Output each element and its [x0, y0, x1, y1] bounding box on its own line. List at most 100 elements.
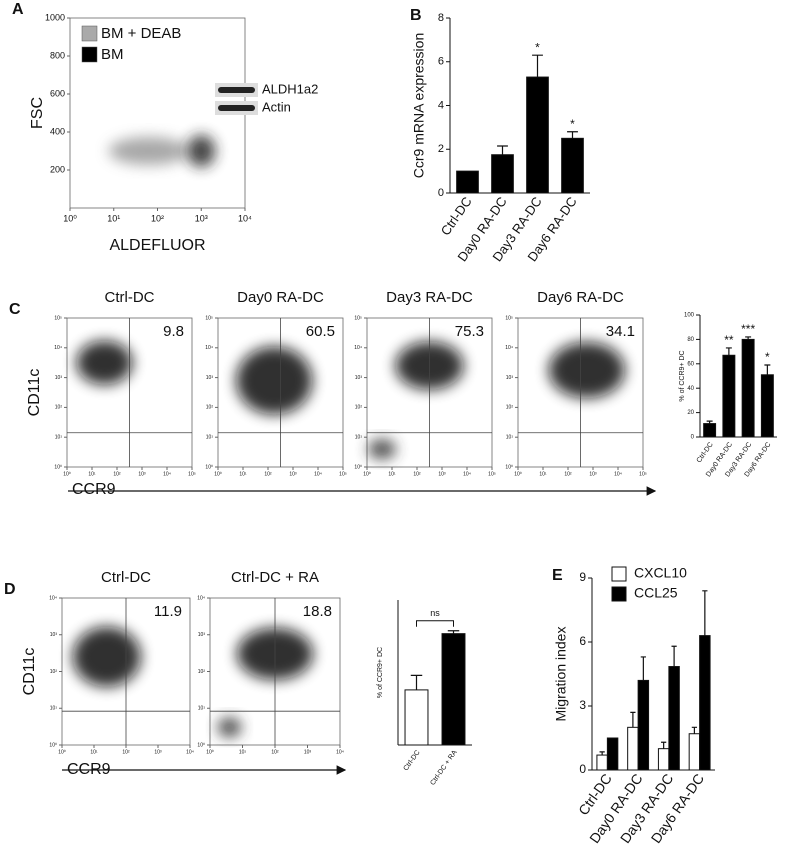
error-bar [640, 656, 646, 681]
y-tick-label: 10³ [506, 375, 514, 381]
bar [741, 338, 755, 438]
y-tick-label: 10⁴ [49, 595, 57, 601]
significance: * [535, 40, 540, 54]
x-tick-label: 10¹ [388, 471, 396, 477]
cell-density [548, 342, 625, 399]
x-tick-label: 10⁰ [63, 471, 71, 477]
error-bar [567, 131, 578, 139]
x-tick-label: 10⁵ [339, 471, 347, 477]
x-tick-label: 10⁴ [463, 471, 471, 477]
y-tick-label: 4 [438, 99, 444, 111]
x-tick-label: 10² [151, 213, 164, 223]
significance: ** [724, 333, 734, 347]
x-tick-label: 10⁵ [488, 471, 496, 477]
error-bar [671, 645, 677, 667]
cell-density [236, 346, 313, 415]
y-tick-label: 10² [206, 405, 214, 411]
bar [688, 733, 701, 771]
y-tick-label: 60 [687, 361, 694, 367]
x-tick-label: Ctrl-DC + RA [429, 749, 458, 787]
legend-label: BM + DEAB [101, 25, 181, 42]
y-tick-label: 10¹ [198, 706, 206, 712]
bar [699, 635, 711, 771]
y-tick-label: 10⁵ [205, 315, 213, 321]
cell-density [72, 626, 141, 687]
error-bar [702, 590, 708, 636]
y-axis-label: % of CCR9+ DC [679, 350, 686, 401]
x-tick-label: 10³ [589, 471, 597, 477]
x-tick-label: 10⁰ [214, 471, 222, 477]
y-tick-label: 10² [55, 405, 63, 411]
x-tick-label: 10³ [438, 471, 446, 477]
y-tick-label: 10⁴ [205, 345, 213, 351]
quadrant-percent: 18.8 [303, 603, 332, 620]
significance: * [765, 350, 770, 364]
significance-bracket [416, 620, 454, 627]
y-tick-label: 10² [198, 669, 206, 675]
y-tick-label: 100 [684, 313, 695, 319]
y-tick-label: 10⁴ [505, 345, 513, 351]
error-bar [691, 726, 698, 734]
y-tick-label: 0 [438, 187, 444, 199]
legend-swatch [81, 25, 98, 42]
x-tick-label: 10² [271, 749, 279, 755]
y-axis-label: CD11c [26, 369, 43, 417]
x-axis-label: ALDEFLUOR [109, 237, 205, 254]
y-tick-label: 10⁵ [505, 315, 513, 321]
bar [606, 737, 619, 771]
significance: * [570, 117, 575, 131]
x-tick-label: 10³ [154, 749, 162, 755]
y-tick-label: 10⁴ [54, 345, 62, 351]
y-tick-label: 10⁴ [197, 595, 205, 601]
y-tick-label: 600 [50, 88, 65, 98]
y-tick-label: 8 [438, 12, 444, 24]
x-tick-label: 10⁰ [58, 749, 66, 755]
blot-band [218, 105, 255, 111]
x-tick-label: 10¹ [539, 471, 547, 477]
x-tick-label: 10³ [195, 213, 208, 223]
blot-label: ALDH1a2 [262, 81, 318, 96]
x-tick-label: Ctrl-DC [438, 194, 475, 238]
y-tick-label: 0 [579, 762, 586, 776]
x-tick-label: 10³ [304, 749, 312, 755]
panel-letter: B [410, 7, 422, 24]
plot-title: Day3 RA-DC [386, 289, 473, 306]
y-tick-label: 10³ [198, 632, 206, 638]
y-tick-label: 10⁰ [354, 464, 362, 470]
plot-title: Ctrl-DC [105, 289, 155, 306]
quadrant-percent: 34.1 [606, 323, 635, 340]
x-tick-label: 10² [264, 471, 272, 477]
error-bar [764, 364, 771, 375]
x-tick-label: 10¹ [239, 749, 247, 755]
y-axis-label: % of CCR9+ DC [377, 647, 384, 698]
x-tick-label: 10⁰ [363, 471, 371, 477]
cell-density [187, 135, 216, 167]
significance: *** [741, 322, 755, 336]
y-tick-label: 10⁵ [54, 315, 62, 321]
bar [627, 726, 639, 771]
y-tick-label: 20 [687, 410, 694, 416]
plot-title: Ctrl-DC [101, 569, 151, 586]
x-tick-label: 10³ [289, 471, 297, 477]
x-tick-label: Ctrl-DC [403, 749, 422, 772]
error-bar [725, 347, 732, 356]
error-bar [447, 630, 460, 634]
y-axis-label: FSC [29, 97, 46, 129]
y-tick-label: 40 [687, 386, 694, 392]
cell-density [217, 717, 242, 738]
bar [722, 354, 736, 438]
error-bar [532, 54, 543, 78]
legend-label: BM [101, 46, 124, 63]
plot-title: Day0 RA-DC [237, 289, 324, 306]
bar [404, 689, 429, 746]
blot-label: Actin [262, 99, 291, 114]
y-tick-label: 10³ [355, 375, 363, 381]
x-axis-label: CCR9 [67, 761, 111, 778]
bar [657, 748, 670, 771]
y-tick-label: 10¹ [206, 435, 214, 441]
bar [526, 76, 549, 194]
error-bar [410, 674, 423, 690]
x-tick-label: 10¹ [107, 213, 120, 223]
panel-letter: D [4, 581, 16, 598]
y-tick-label: 10⁴ [354, 345, 362, 351]
